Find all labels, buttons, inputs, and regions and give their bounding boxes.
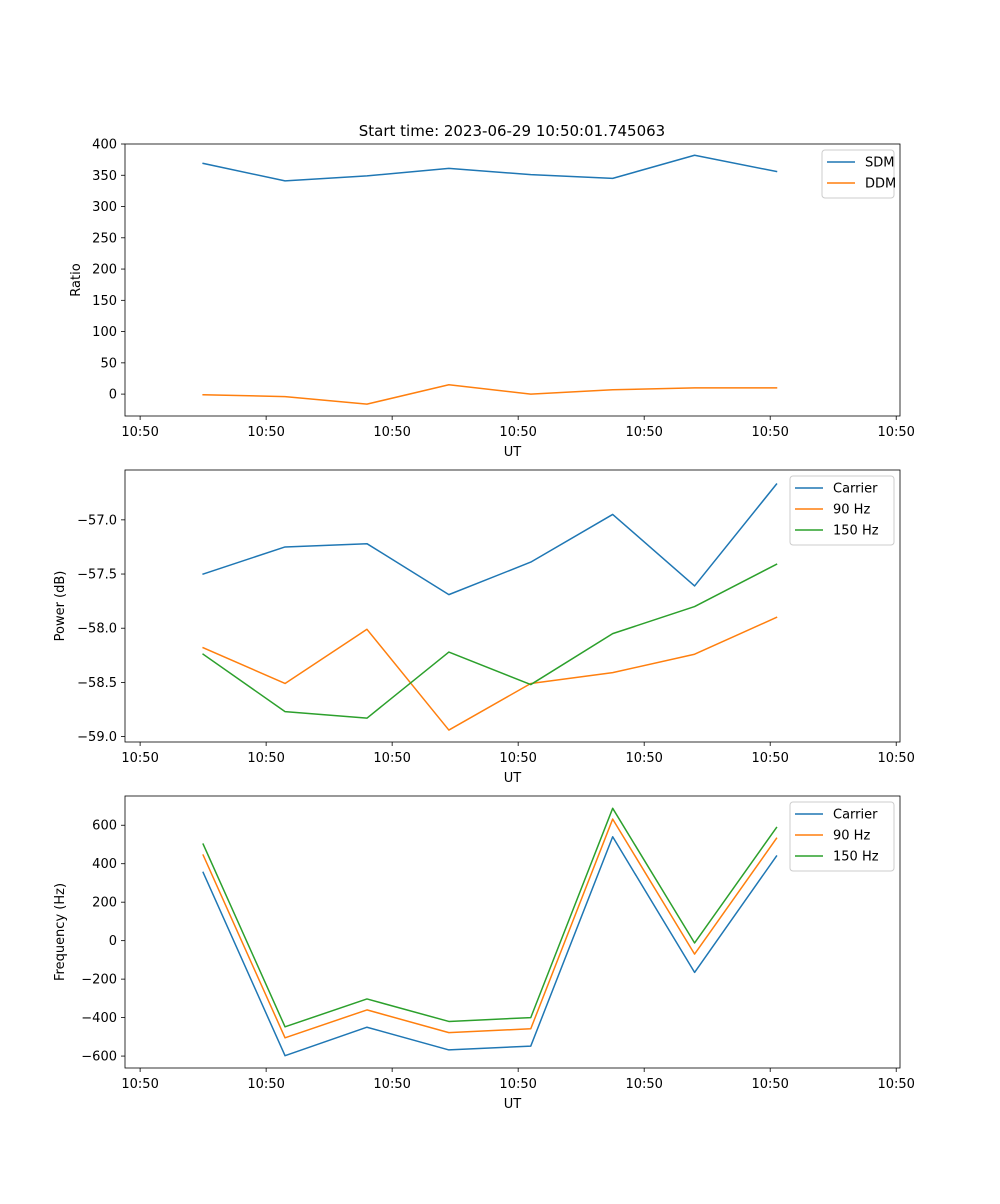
panel-3-y-tick-label: −400 <box>81 1011 117 1026</box>
panel-2-y-axis-label: Power (dB) <box>53 571 68 642</box>
panel-1-legend-label: DDM <box>865 177 896 192</box>
panel-1-y-tick-label: 0 <box>109 388 117 403</box>
panel-3-y-tick-label: −600 <box>81 1050 117 1065</box>
panel-3-y-tick-label: 400 <box>92 857 117 872</box>
panel-2-y-tick-label: −57.0 <box>77 513 117 528</box>
panel-2-legend-label: Carrier <box>833 482 878 497</box>
panel-1-x-tick-label: 10:50 <box>373 425 410 440</box>
panel-3-y-tick-label: 200 <box>92 896 117 911</box>
panel-2-series-2-line <box>202 616 778 731</box>
panel-3-axes-frame <box>124 795 901 1069</box>
panel-3-legend-label: 90 Hz <box>833 829 870 844</box>
panel-3-x-tick-label: 10:50 <box>373 1077 410 1092</box>
panel-2-x-tick-label: 10:50 <box>499 751 536 766</box>
figure-title: Start time: 2023-06-29 10:50:01.745063 <box>359 122 665 140</box>
panel-2-legend-label: 90 Hz <box>833 503 870 518</box>
panel-1-y-tick-label: 300 <box>92 200 117 215</box>
panel-3-series-3-line <box>202 807 778 1028</box>
panel-1-x-tick-label: 10:50 <box>625 425 662 440</box>
panel-3-x-tick-label: 10:50 <box>499 1077 536 1092</box>
panel-2-x-tick-label: 10:50 <box>373 751 410 766</box>
panel-3-series-2-line <box>202 818 778 1039</box>
panel-1-y-tick-label: 400 <box>92 138 117 153</box>
panel-2-x-tick-label: 10:50 <box>121 751 158 766</box>
panel-2-x-axis-label: UT <box>504 771 522 786</box>
panel-1-y-tick-label: 100 <box>92 325 117 340</box>
panel-2-axes-frame <box>124 469 901 743</box>
panel-2-y-tick-label: −59.0 <box>77 730 117 745</box>
panel-2-x-tick-label: 10:50 <box>247 751 284 766</box>
panel-2-y-tick-label: −58.0 <box>77 622 117 637</box>
panel-1-x-tick-label: 10:50 <box>247 425 284 440</box>
panel-1-x-tick-label: 10:50 <box>751 425 788 440</box>
panel-1-series-2-line <box>202 383 778 405</box>
panel-1-legend-label: SDM <box>865 156 894 171</box>
panel-3-series-1-line <box>202 836 778 1057</box>
panel-1-series-1-line <box>202 154 778 182</box>
panel-2-legend-box <box>789 475 895 546</box>
panel-3-y-tick-label: −200 <box>81 973 117 988</box>
panel-1-y-tick-label: 250 <box>92 231 117 246</box>
panel-3-x-tick-label: 10:50 <box>121 1077 158 1092</box>
panel-3-legend-box <box>789 801 895 872</box>
panel-2-y-tick-label: −57.5 <box>77 568 117 583</box>
panel-1-x-tick-label: 10:50 <box>877 425 914 440</box>
panel-3-y-tick-label: 0 <box>109 934 117 949</box>
panel-2-y-tick-label: −58.5 <box>77 676 117 691</box>
panel-3-legend-label: 150 Hz <box>833 850 879 865</box>
panel-1-axes-frame <box>124 143 901 417</box>
panel-3-y-axis-label: Frequency (Hz) <box>53 883 68 981</box>
panel-2-x-tick-label: 10:50 <box>751 751 788 766</box>
panel-2-x-tick-label: 10:50 <box>625 751 662 766</box>
panel-3-x-axis-label: UT <box>504 1097 522 1112</box>
panel-1-x-tick-label: 10:50 <box>499 425 536 440</box>
panel-1-y-tick-label: 350 <box>92 169 117 184</box>
panel-1-x-tick-label: 10:50 <box>121 425 158 440</box>
panel-3-x-tick-label: 10:50 <box>877 1077 914 1092</box>
panel-2-legend-label: 150 Hz <box>833 524 879 539</box>
panel-2-series-3-line <box>202 563 778 719</box>
panel-3-x-tick-label: 10:50 <box>625 1077 662 1092</box>
panel-1-y-axis-label: Ratio <box>69 263 84 296</box>
panel-2-x-tick-label: 10:50 <box>877 751 914 766</box>
panel-1-y-tick-label: 50 <box>100 356 117 371</box>
panel-3-x-tick-label: 10:50 <box>247 1077 284 1092</box>
panel-1-y-tick-label: 150 <box>92 294 117 309</box>
panel-3-y-tick-label: 600 <box>92 819 117 834</box>
panel-2-series-1-line <box>202 483 778 596</box>
panel-1-y-tick-label: 200 <box>92 263 117 278</box>
panel-3-x-tick-label: 10:50 <box>751 1077 788 1092</box>
panel-3-legend-label: Carrier <box>833 808 878 823</box>
panel-1-x-axis-label: UT <box>504 445 522 460</box>
